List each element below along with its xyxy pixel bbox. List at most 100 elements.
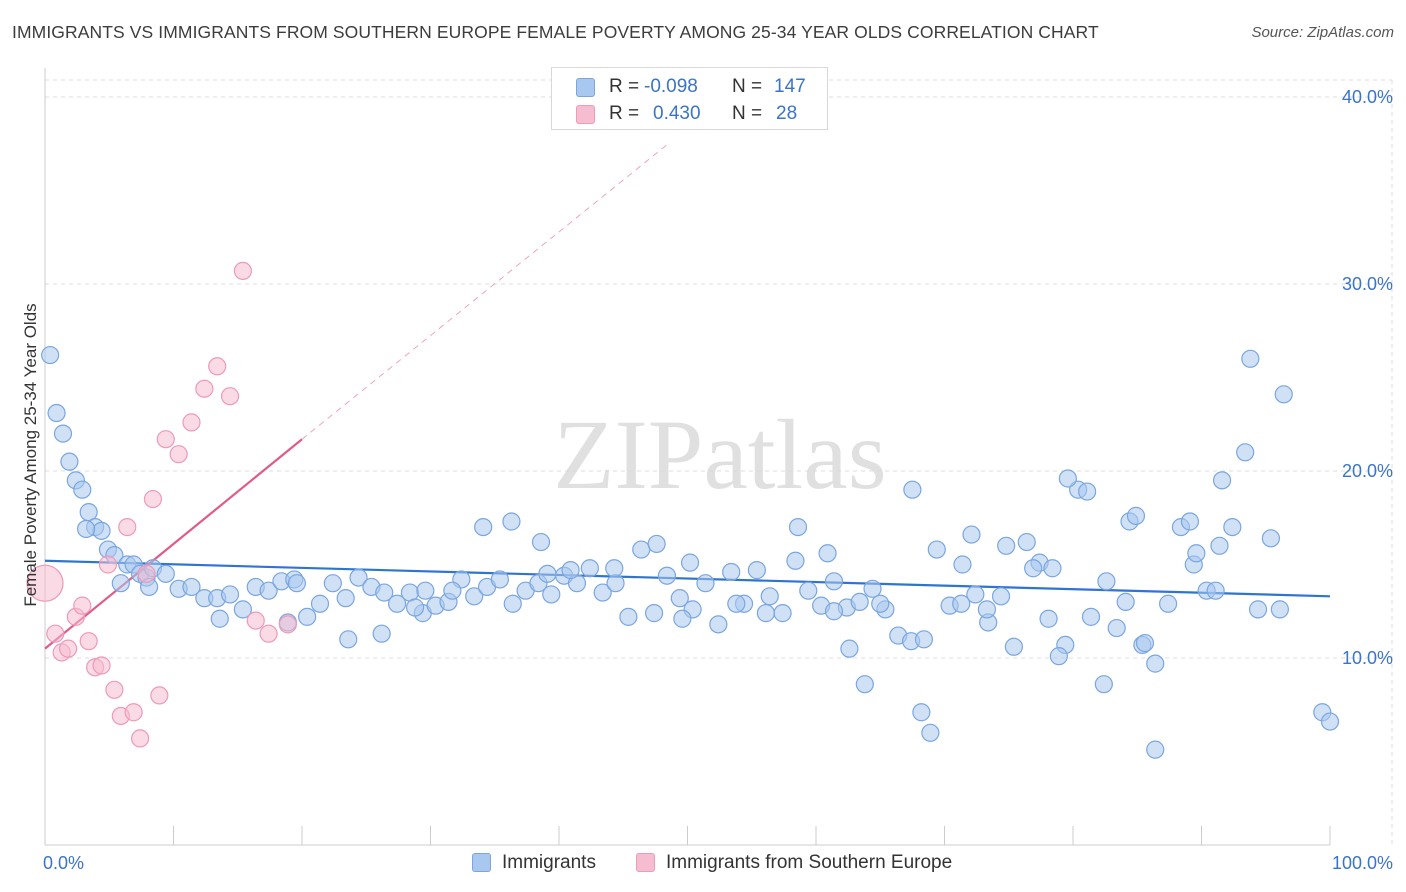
immigrants-point (405, 598, 425, 617)
immigrants-point (871, 594, 890, 613)
immigrants-point (387, 594, 407, 613)
y-tick-label: 10.0% (1342, 648, 1393, 668)
immigrants-point (1126, 506, 1146, 525)
immigrants-point (966, 585, 985, 604)
immigrants-point (490, 570, 509, 589)
legend-swatch-pink (576, 105, 595, 124)
southern-europe-point (220, 387, 240, 406)
immigrants-point (1261, 529, 1280, 548)
immigrants-point (580, 559, 599, 578)
immigrants-point (1004, 637, 1023, 656)
immigrants-point (1024, 559, 1043, 578)
watermark: ZIPatlas (553, 399, 886, 510)
southern-europe-point (195, 379, 214, 398)
southern-europe-point (278, 615, 297, 634)
southern-europe-point (46, 624, 65, 643)
immigrants-point (111, 574, 130, 593)
immigrants-point (53, 424, 73, 443)
immigrants-point (903, 480, 922, 499)
immigrants-point (1248, 600, 1268, 619)
southern-europe-point (169, 445, 188, 464)
southern-europe-point (143, 489, 163, 509)
immigrants-point (727, 594, 746, 613)
southern-europe-point (156, 430, 175, 449)
immigrants-point (372, 624, 391, 643)
southern-europe-point (150, 686, 169, 705)
immigrants-point (824, 602, 844, 621)
southern-europe-point (59, 639, 78, 658)
immigrants-point (921, 723, 940, 742)
x-tick-label: 100.0% (1332, 853, 1393, 873)
bottom-legend-label: Immigrants (502, 852, 596, 873)
immigrants-point (914, 630, 934, 649)
immigrants-point (912, 703, 931, 722)
immigrants-point (680, 553, 700, 572)
immigrants-point (1017, 532, 1036, 552)
immigrants-point (644, 604, 664, 623)
legend-n-value: 147 (774, 76, 806, 97)
immigrants-point (1039, 609, 1058, 628)
immigrants-points (41, 345, 1340, 759)
southern-europe-point (26, 564, 64, 602)
immigrants-point (542, 585, 561, 604)
southern-europe-points (26, 261, 297, 748)
immigrants-point (1274, 385, 1293, 404)
immigrants-point (73, 480, 92, 499)
immigrants-point (474, 517, 493, 537)
southern-europe-trend-line (44, 438, 303, 650)
immigrants-point (538, 564, 557, 583)
legend-n-value: 28 (776, 103, 798, 124)
immigrants-point (47, 403, 66, 423)
immigrants-point (323, 574, 342, 593)
immigrants-point (1097, 572, 1116, 591)
southern-europe-point (246, 611, 265, 630)
southern-europe-point (73, 596, 92, 615)
immigrants-point (443, 581, 462, 600)
bottom-legend-label: Immigrants from Southern Europe (666, 852, 953, 873)
immigrants-point (997, 536, 1016, 555)
immigrants-point (927, 540, 946, 559)
immigrants-point (310, 594, 330, 613)
immigrants-point (709, 615, 728, 634)
southern-europe-point (233, 261, 252, 281)
immigrants-point (1210, 536, 1229, 555)
immigrants-point (593, 583, 612, 602)
immigrants-point (1116, 592, 1135, 612)
immigrants-point (1058, 469, 1077, 488)
immigrants-point (953, 555, 972, 574)
immigrants-point (747, 561, 766, 580)
immigrants-point (696, 574, 715, 593)
immigrants-point (465, 587, 484, 606)
axes (44, 68, 1331, 846)
legend-r-value: 0.430 (653, 103, 701, 124)
southern-europe-point (259, 624, 278, 643)
immigrants-point (605, 559, 624, 578)
southern-europe-point (105, 680, 124, 699)
immigrants-point (632, 540, 651, 559)
immigrants-point (962, 525, 981, 544)
bottom-legend-swatch-pink (636, 853, 655, 872)
immigrants-point (182, 577, 201, 597)
immigrants-point (1180, 512, 1200, 531)
immigrants-point (92, 521, 111, 540)
legend-n-label: N = (732, 103, 763, 124)
immigrants-point (41, 345, 60, 365)
immigrants-point (756, 604, 775, 623)
immigrants-point (298, 607, 317, 626)
immigrants-point (606, 574, 625, 593)
immigrants-point (1107, 618, 1126, 638)
immigrants-point (233, 600, 252, 619)
x-tick-label: 0.0% (43, 853, 84, 873)
legend-r-label: R = (609, 103, 640, 124)
immigrants-point (77, 519, 96, 539)
y-axis-label: Female Poverty Among 25-34 Year Olds (21, 303, 40, 606)
immigrants-point (855, 675, 874, 694)
immigrants-point (1223, 517, 1242, 537)
immigrants-point (773, 604, 792, 623)
southern-europe-point (124, 703, 143, 722)
immigrants-point (619, 607, 638, 626)
immigrants-point (1158, 594, 1178, 613)
immigrants-point (1187, 544, 1206, 563)
immigrants-point (259, 581, 278, 600)
